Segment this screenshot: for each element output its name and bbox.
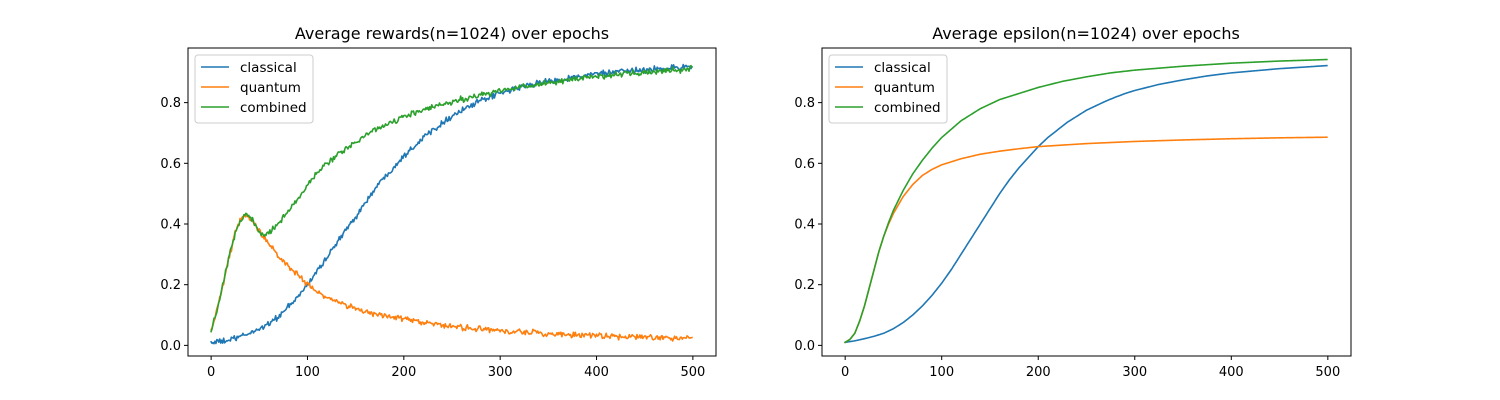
- rewards-ytick-label: 0.6: [160, 157, 181, 172]
- rewards-series-combined: [210, 64, 694, 333]
- epsilon-series-quantum: [844, 136, 1328, 344]
- rewards-legend-label-combined: combined: [240, 100, 307, 116]
- epsilon-chart: Average epsilon(n=1024) over epochs 0 100…: [794, 24, 1352, 380]
- epsilon-xtick-label: 200: [1026, 365, 1051, 380]
- epsilon-xtick-label: 500: [1315, 365, 1340, 380]
- epsilon-ytick-label: 0.0: [794, 339, 815, 354]
- rewards-series-classical: [210, 63, 693, 345]
- rewards-xtick-label: 500: [680, 365, 705, 380]
- epsilon-ticks-layer: 0 100 200 300 400 500 0.0 0.2 0.4 0.6 0.8: [794, 96, 1340, 380]
- epsilon-legend: classical quantum combined: [828, 54, 948, 124]
- epsilon-ytick-label: 0.8: [794, 96, 815, 111]
- rewards-ticks-layer: 0 100 200 300 400 500 0.0 0.2 0.4 0.6 0.8: [160, 96, 705, 380]
- rewards-chart-title: Average rewards(n=1024) over epochs: [295, 24, 609, 43]
- epsilon-xtick-label: 0: [841, 365, 849, 380]
- epsilon-legend-label-classical: classical: [874, 60, 931, 76]
- rewards-legend-label-classical: classical: [240, 60, 297, 76]
- rewards-xtick-label: 0: [207, 365, 215, 380]
- rewards-xtick-label: 400: [584, 365, 609, 380]
- epsilon-xtick-label: 400: [1219, 365, 1244, 380]
- rewards-ytick-label: 0.4: [160, 218, 181, 233]
- epsilon-series-combined: [844, 58, 1328, 344]
- epsilon-ytick-label: 0.6: [794, 157, 815, 172]
- epsilon-ytick-label: 0.2: [794, 278, 815, 293]
- rewards-series-layer: [210, 63, 694, 345]
- rewards-xtick-label: 200: [391, 365, 416, 380]
- epsilon-series-classical: [844, 64, 1328, 344]
- rewards-legend: classical quantum combined: [194, 54, 314, 124]
- epsilon-legend-label-combined: combined: [874, 100, 941, 116]
- rewards-xtick-label: 300: [488, 365, 513, 380]
- rewards-xtick-label: 100: [295, 365, 320, 380]
- rewards-legend-box: [194, 54, 314, 124]
- rewards-ytick-label: 0.0: [160, 339, 181, 354]
- epsilon-series-layer: [844, 58, 1328, 344]
- rewards-axes-frame: [187, 47, 717, 357]
- epsilon-legend-label-quantum: quantum: [874, 80, 935, 96]
- rewards-ytick-label: 0.8: [160, 96, 181, 111]
- epsilon-xtick-label: 300: [1122, 365, 1147, 380]
- epsilon-xtick-label: 100: [929, 365, 954, 380]
- rewards-ytick-label: 0.2: [160, 278, 181, 293]
- epsilon-axes-frame: [821, 47, 1352, 357]
- epsilon-chart-title: Average epsilon(n=1024) over epochs: [932, 24, 1240, 43]
- rewards-chart: Average rewards(n=1024) over epochs 0 100…: [160, 24, 717, 380]
- rewards-legend-label-quantum: quantum: [240, 80, 301, 96]
- epsilon-legend-box: [828, 54, 948, 124]
- epsilon-ytick-label: 0.4: [794, 218, 815, 233]
- rewards-series-quantum: [210, 213, 693, 342]
